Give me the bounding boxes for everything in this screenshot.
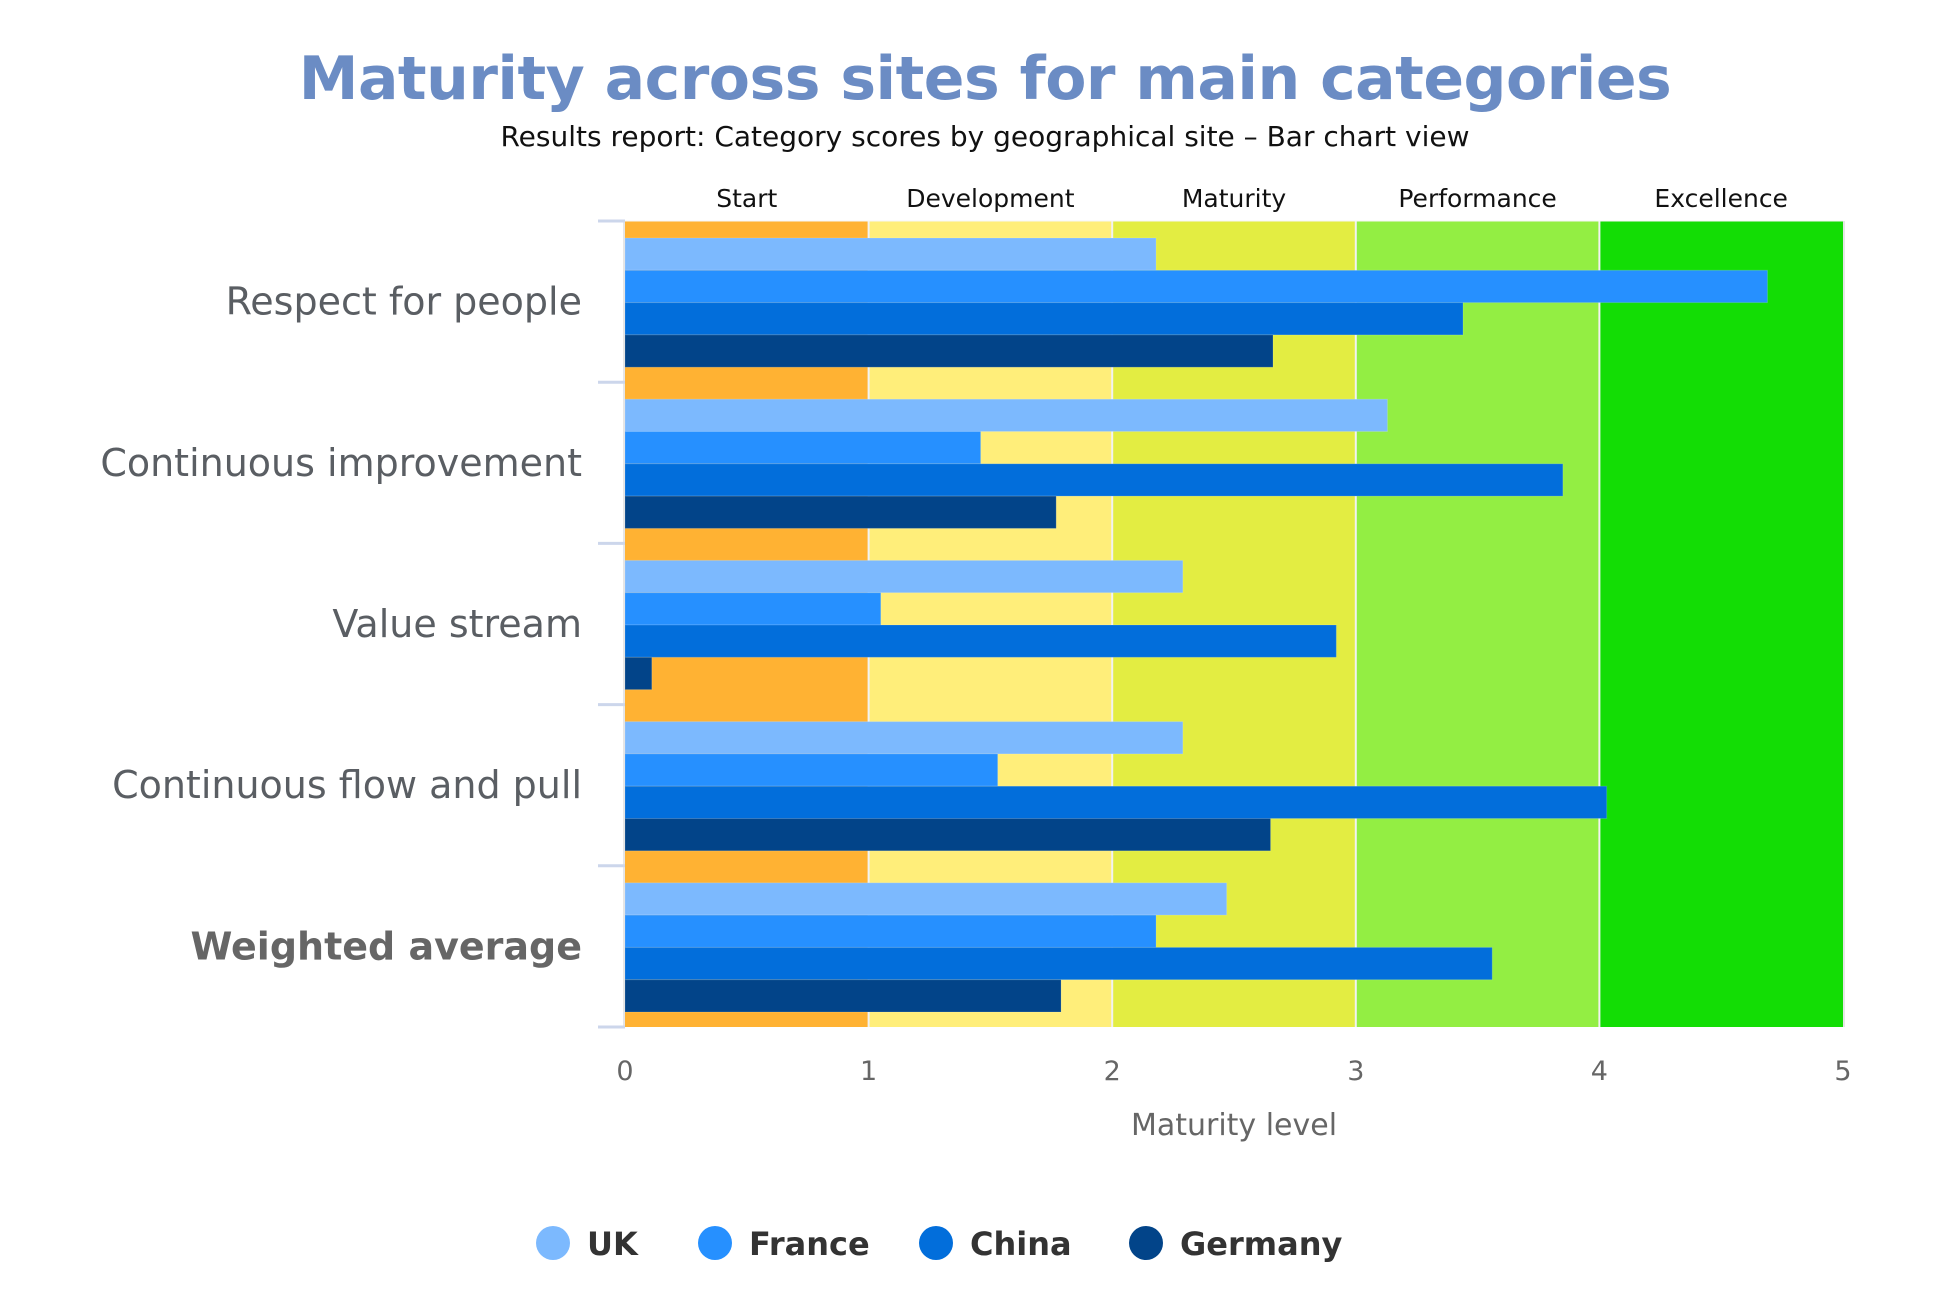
chart-subtitle: Results report: Category scores by geogr… [500,120,1470,153]
y-axis: Respect for people Continuous improvement… [100,219,625,1029]
bar-china-weighted-average[interactable] [624,946,1493,981]
bar-uk-continuous-improvement[interactable] [624,398,1388,433]
category-label-continuous-improvement: Continuous improvement [100,441,582,485]
bar-uk-respect-for-people[interactable] [624,237,1157,271]
band-label-start: Start [716,184,777,213]
legend-marker-icon [698,1226,732,1260]
band-performance [1355,221,1600,1027]
bar-uk-continuous-flow-and-pull[interactable] [624,721,1184,755]
x-tick-label: 2 [1104,1056,1121,1087]
legend: UK France China Germany [536,1225,1342,1263]
legend-item-germany[interactable]: Germany [1129,1225,1342,1263]
x-axis-title: Maturity level [1131,1108,1337,1143]
band-label-excellence: Excellence [1654,184,1788,213]
band-label-performance: Performance [1398,184,1556,213]
bar-france-respect-for-people[interactable] [624,269,1768,304]
bar-group-value-stream [624,559,1337,691]
category-label-value-stream: Value stream [332,602,582,646]
band-label-development: Development [906,184,1074,213]
bars [624,237,1768,1013]
band-label-maturity: Maturity [1182,184,1287,213]
bar-france-continuous-flow-and-pull[interactable] [624,753,999,787]
category-label-weighted-average: Weighted average [190,924,582,968]
x-tick-label: 5 [1834,1056,1851,1087]
bar-germany-respect-for-people[interactable] [624,334,1274,368]
x-tick-label: 3 [1347,1056,1364,1087]
bar-germany-weighted-average[interactable] [624,979,1062,1013]
x-tick-label: 1 [860,1056,877,1087]
legend-item-uk[interactable]: UK [536,1225,639,1263]
bar-group-weighted-average [624,882,1493,1013]
legend-label: China [970,1225,1072,1263]
legend-label: Germany [1180,1225,1342,1263]
bar-france-weighted-average[interactable] [624,914,1157,948]
bar-france-value-stream[interactable] [624,592,882,626]
bar-china-respect-for-people[interactable] [624,302,1464,336]
bar-germany-continuous-flow-and-pull[interactable] [624,818,1272,852]
bar-china-continuous-flow-and-pull[interactable] [624,785,1608,820]
legend-marker-icon [1129,1226,1163,1260]
legend-marker-icon [919,1226,953,1260]
bar-group-continuous-improvement [624,398,1564,529]
bar-group-continuous-flow-and-pull [624,721,1608,852]
legend-label: France [749,1225,870,1263]
x-axis: 0 1 2 3 4 5 [616,1056,1851,1087]
legend-marker-icon [536,1226,570,1260]
maturity-band-labels: Start Development Maturity Performance Excel… [716,184,1788,213]
bar-uk-value-stream[interactable] [624,559,1184,594]
bar-china-value-stream[interactable] [624,624,1337,658]
bar-france-continuous-improvement[interactable] [624,431,982,465]
bar-germany-value-stream[interactable] [624,656,653,691]
category-label-respect-for-people: Respect for people [226,280,582,324]
band-excellence [1599,221,1843,1027]
legend-item-france[interactable]: France [698,1225,870,1263]
legend-label: UK [587,1225,639,1263]
x-tick-label: 4 [1591,1056,1608,1087]
category-label-continuous-flow-and-pull: Continuous flow and pull [112,763,582,807]
bar-uk-weighted-average[interactable] [624,882,1228,916]
bar-china-continuous-improvement[interactable] [624,463,1564,497]
legend-item-china[interactable]: China [919,1225,1072,1263]
x-tick-label: 0 [616,1056,633,1087]
bar-germany-continuous-improvement[interactable] [624,495,1057,529]
chart-title: Maturity across sites for main categorie… [298,44,1672,114]
